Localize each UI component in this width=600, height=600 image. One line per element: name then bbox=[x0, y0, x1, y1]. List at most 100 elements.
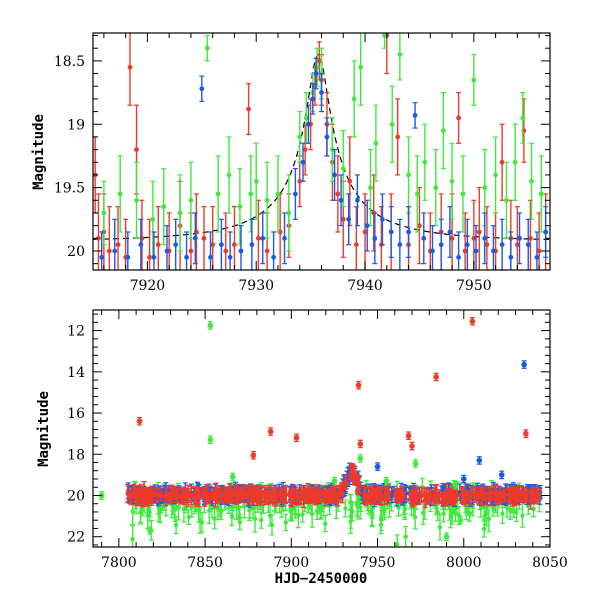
top-blue-point-marker bbox=[292, 191, 298, 197]
top-blue-point-marker bbox=[355, 197, 360, 203]
top-blue-point-marker bbox=[300, 159, 306, 165]
top-red-point-marker bbox=[449, 235, 455, 241]
top-green-point bbox=[264, 161, 270, 239]
top-green-point-marker bbox=[188, 197, 194, 203]
top-green-point-marker bbox=[117, 191, 123, 197]
top-blue-point bbox=[429, 225, 435, 270]
top-green-point bbox=[358, 33, 364, 106]
top-blue-point bbox=[438, 218, 444, 270]
top-blue-point-marker bbox=[380, 216, 385, 222]
bottom-green-point-marker bbox=[394, 542, 400, 547]
bottom-green-point-marker bbox=[212, 516, 217, 521]
top-red-point-marker bbox=[147, 254, 152, 260]
bottom-green-point bbox=[437, 513, 443, 541]
top-blue-point bbox=[464, 218, 470, 270]
top-red-point bbox=[246, 83, 252, 135]
top-green-point bbox=[422, 123, 428, 201]
bottom-green-point-marker bbox=[259, 517, 264, 523]
top-green-point bbox=[161, 168, 167, 246]
top-red-point bbox=[223, 212, 229, 270]
top-blue-point-marker bbox=[456, 254, 461, 260]
top-red-point-marker bbox=[223, 248, 229, 254]
top-blue-point bbox=[499, 218, 505, 270]
bottom-green-point-marker bbox=[250, 505, 256, 511]
top-green-point bbox=[188, 161, 194, 239]
top-blue-point-marker bbox=[412, 112, 418, 118]
top-blue-point bbox=[112, 218, 118, 270]
bottom-green-point bbox=[258, 511, 264, 529]
top-blue-point-marker bbox=[192, 235, 198, 241]
top-blue-point-marker bbox=[525, 242, 531, 248]
bottom-green-point-marker bbox=[486, 516, 492, 521]
top-green-point bbox=[471, 53, 477, 106]
top-green-point bbox=[177, 174, 183, 252]
top-green-point bbox=[460, 155, 466, 233]
top-blue-point-marker bbox=[482, 235, 488, 241]
top-green-point bbox=[512, 123, 518, 201]
top-blue-point bbox=[354, 174, 360, 227]
top-blue-point-marker bbox=[338, 197, 344, 203]
top-red-point bbox=[456, 91, 462, 144]
top-green-point bbox=[503, 161, 509, 239]
top-y-axis-label: Magnitude bbox=[31, 114, 47, 190]
top-blue-point bbox=[260, 212, 266, 265]
top-blue-point bbox=[543, 206, 549, 258]
top-blue-point-marker bbox=[324, 134, 330, 140]
top-blue-point-marker bbox=[249, 242, 255, 248]
bottom-green-point-marker bbox=[520, 513, 525, 518]
top-blue-point bbox=[397, 218, 403, 270]
top-blue-point bbox=[173, 218, 179, 270]
top-red-point-marker bbox=[536, 248, 542, 254]
top-green-point bbox=[433, 148, 439, 227]
top-blue-point-marker bbox=[388, 229, 394, 235]
top-red-point-marker bbox=[96, 235, 101, 241]
x-tick-label: 7940 bbox=[347, 278, 383, 294]
top-blue-point-marker bbox=[406, 229, 411, 235]
top-blue-point-marker bbox=[218, 242, 224, 248]
top-green-point-marker bbox=[422, 159, 428, 165]
top-green-point bbox=[389, 85, 395, 163]
top-panel-zoom-light-curve: 7920 7930 7940 7950 18.5 19 19.5 20 Magnitude bbox=[31, 32, 551, 294]
top-blue-point bbox=[456, 231, 462, 270]
top-red-point-marker bbox=[210, 242, 216, 248]
bottom-green-point-marker bbox=[229, 514, 235, 519]
top-green-point-marker bbox=[414, 191, 420, 197]
bottom-green-point-marker bbox=[500, 511, 505, 516]
bottom-green-point bbox=[342, 499, 348, 518]
top-blue-point-marker bbox=[447, 229, 453, 235]
top-red-point-marker bbox=[127, 64, 133, 70]
top-green-point bbox=[101, 180, 107, 246]
top-green-point-marker bbox=[215, 191, 221, 197]
top-red-point-marker bbox=[471, 235, 477, 241]
top-blue-point bbox=[319, 72, 324, 113]
top-blue-point bbox=[151, 231, 157, 270]
top-red-point-marker bbox=[484, 242, 490, 248]
top-green-point-marker bbox=[433, 185, 439, 191]
top-blue-point-marker bbox=[499, 242, 505, 248]
top-green-point bbox=[351, 60, 357, 138]
top-green-point bbox=[382, 33, 388, 49]
top-blue-point-marker bbox=[227, 254, 233, 260]
bottom-green-point bbox=[283, 513, 289, 532]
top-green-point-marker bbox=[493, 172, 498, 178]
top-blue-point bbox=[208, 231, 214, 270]
bottom-green-point bbox=[420, 500, 426, 526]
top-blue-point-marker bbox=[438, 242, 444, 248]
top-blue-point bbox=[412, 102, 418, 129]
top-red-point bbox=[416, 187, 422, 265]
top-blue-point bbox=[249, 218, 255, 270]
bottom-green-point-marker bbox=[130, 536, 135, 542]
top-blue-point bbox=[164, 225, 170, 270]
top-green-point-marker bbox=[177, 210, 183, 216]
top-red-point-marker bbox=[347, 178, 353, 184]
top-blue-point bbox=[282, 212, 288, 265]
y-tick-label: 19 bbox=[67, 117, 85, 133]
bottom-green-point-marker bbox=[207, 508, 212, 513]
top-blue-point-marker bbox=[271, 254, 277, 260]
bottom-green-point-marker bbox=[437, 524, 443, 530]
top-blue-point-marker bbox=[99, 254, 105, 260]
bottom-green-point-marker bbox=[348, 499, 354, 505]
top-red-point-marker bbox=[134, 147, 139, 152]
top-red-point-marker bbox=[302, 147, 308, 152]
